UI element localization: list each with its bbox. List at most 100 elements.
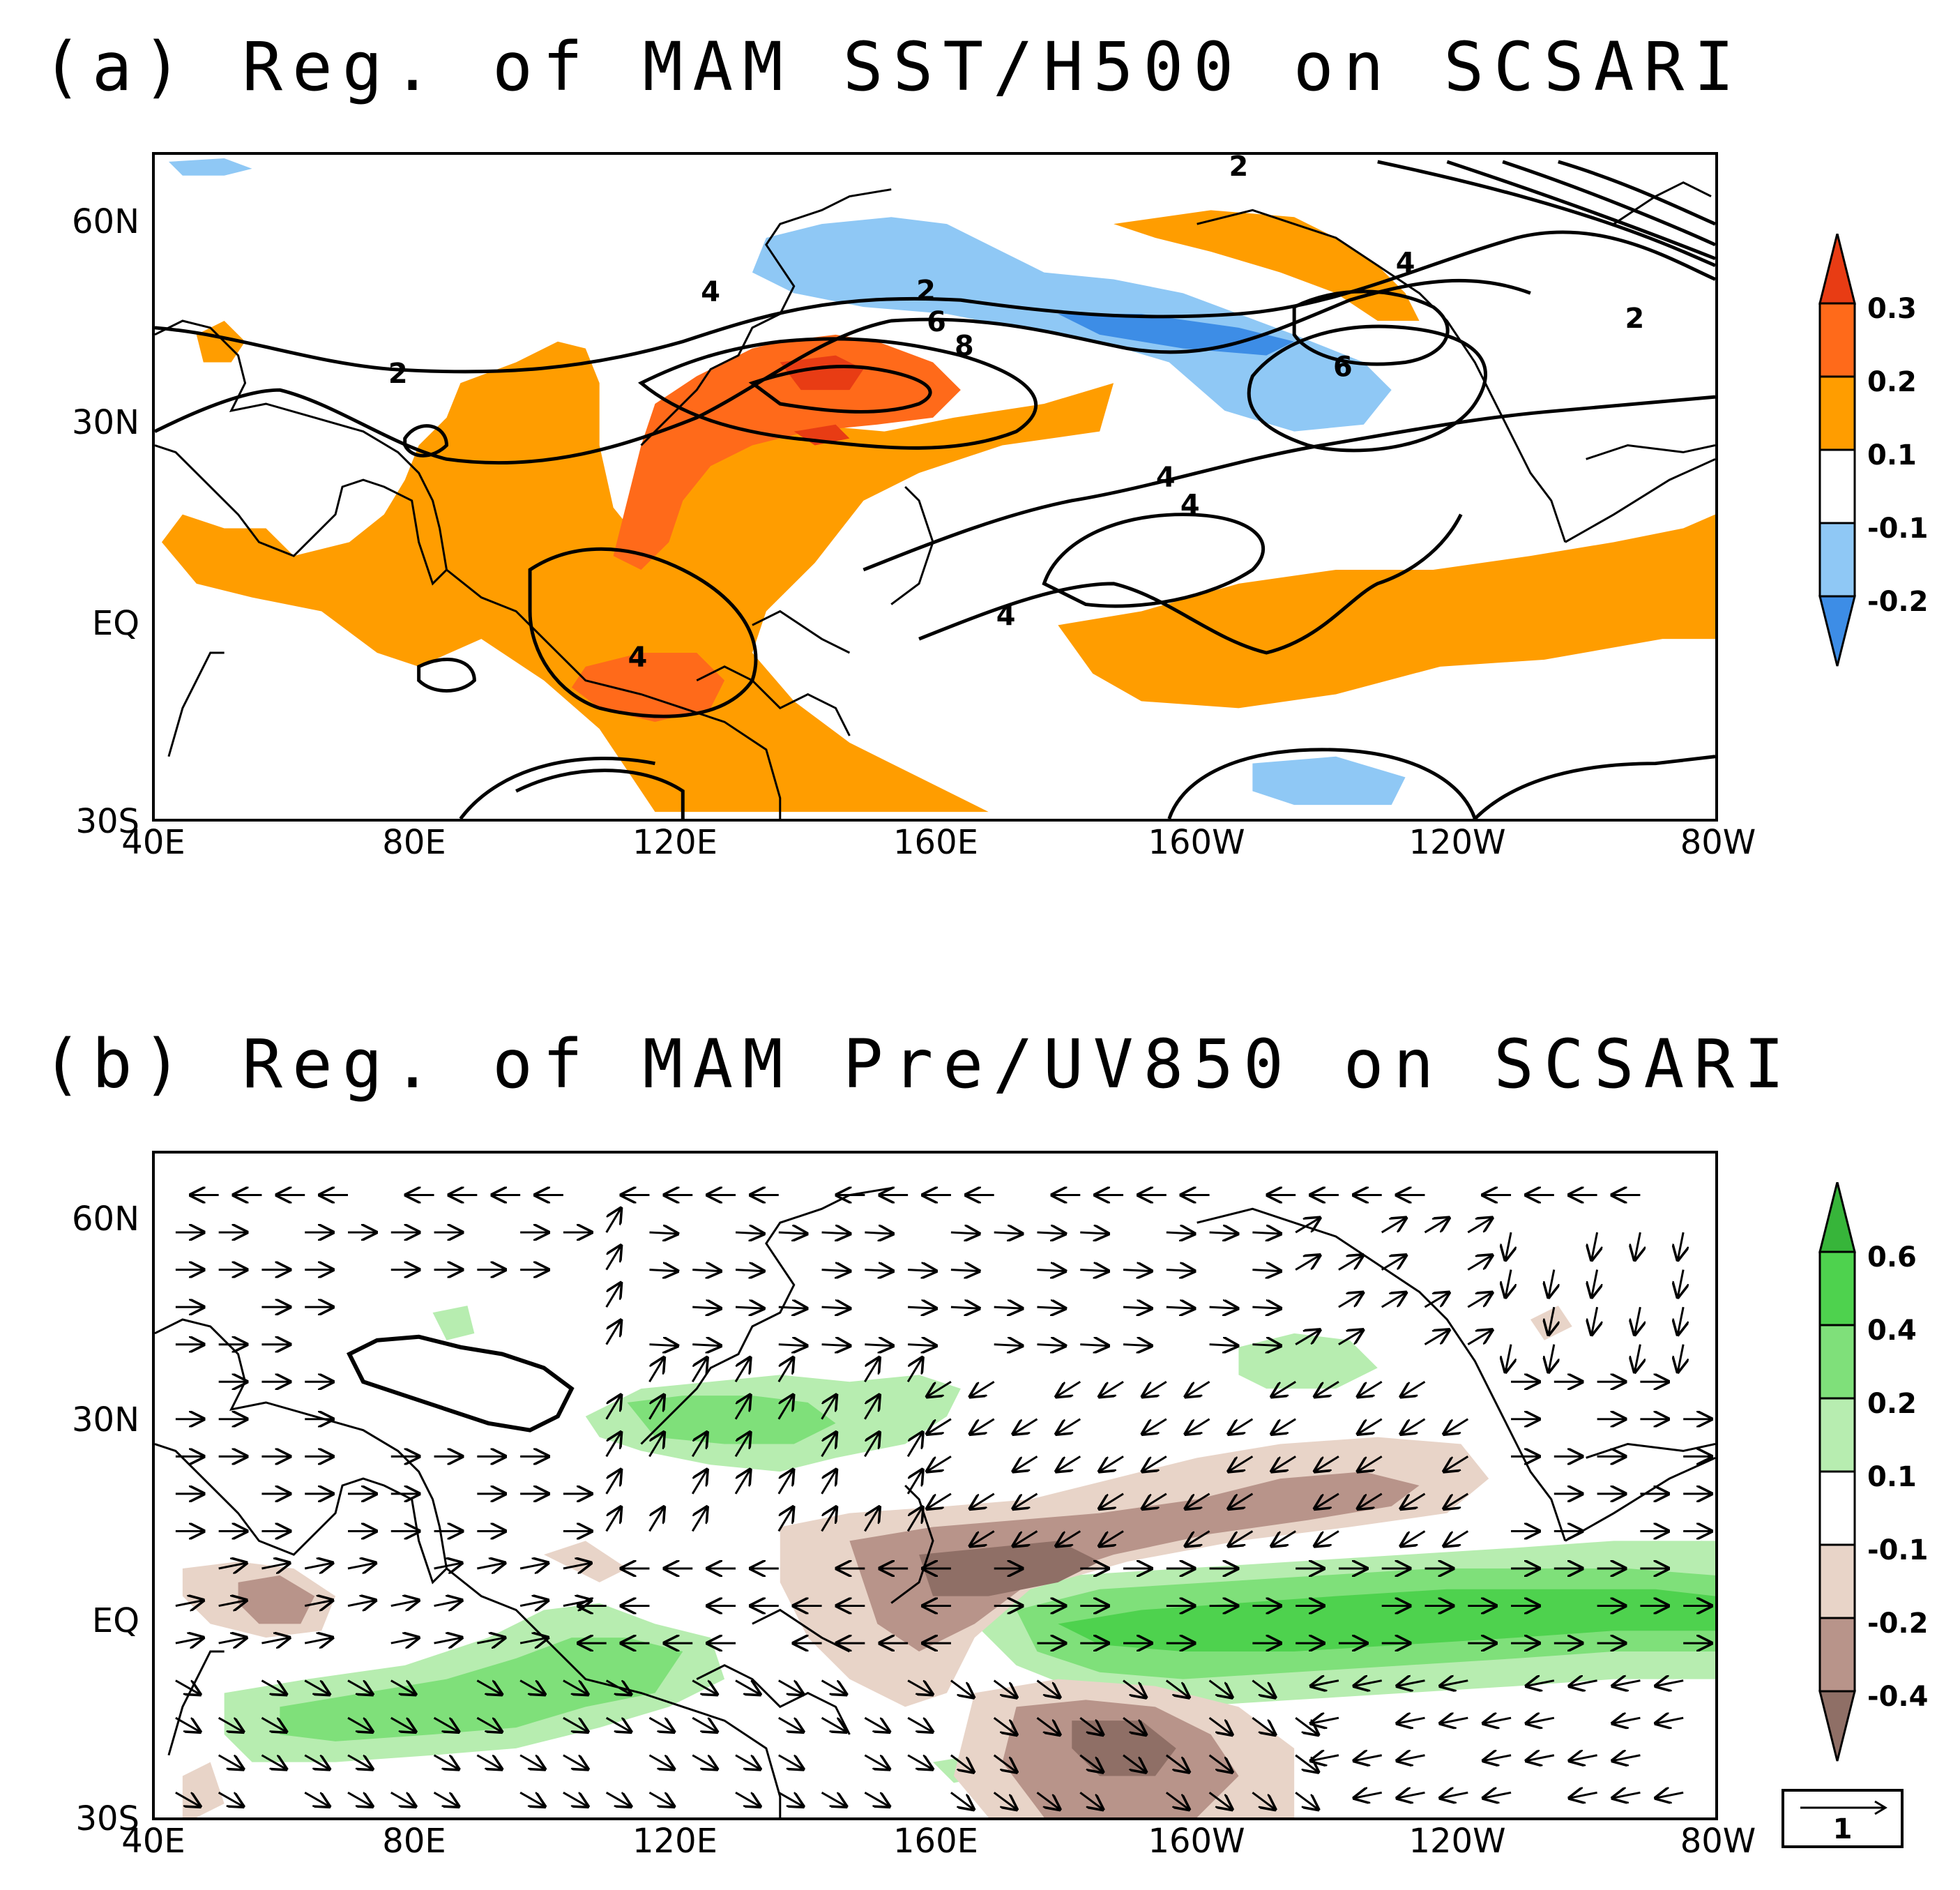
wind-vector-arrow (1209, 1307, 1238, 1308)
wind-vector-arrow (778, 1679, 803, 1695)
wind-vector-arrow (1252, 1307, 1280, 1308)
wind-vector-arrow (735, 1679, 760, 1695)
wind-vector-arrow (906, 1358, 922, 1383)
wind-vector-arrow (1014, 1418, 1038, 1434)
wind-vector-arrow (347, 1792, 372, 1806)
lat-label-eq: EQ (91, 604, 139, 643)
wind-vector-arrow (605, 1396, 621, 1420)
wind-vector-arrow (906, 1507, 922, 1532)
wind-vector-arrow (1252, 1232, 1280, 1234)
wind-vector-arrow (821, 1716, 846, 1732)
wind-vector-arrow (1549, 1344, 1554, 1372)
contour-label: 4 (701, 276, 720, 308)
wind-vector-arrow (304, 1754, 329, 1769)
wind-vector-arrow (908, 1345, 936, 1346)
wind-vector-arrow (519, 1679, 545, 1695)
wind-vector-arrow (648, 1432, 664, 1458)
wind-vector-arrow (993, 1792, 1017, 1809)
wind-vector-arrow (519, 1601, 547, 1606)
lon-label-120e: 120E (632, 823, 717, 862)
wind-vector-arrow (1252, 1270, 1280, 1271)
wind-vector-arrow (971, 1418, 995, 1434)
wind-vector-arrow (1401, 1380, 1426, 1396)
contour-label: 4 (1180, 490, 1200, 522)
wind-vector-arrow (1381, 1293, 1406, 1308)
wind-vector-arrow (734, 1470, 750, 1495)
wind-vector-arrow (692, 1307, 720, 1308)
wind-vector-arrow (519, 1563, 547, 1568)
wind-vector-arrow (347, 1754, 372, 1769)
wind-vector-arrow (1037, 1232, 1065, 1234)
wind-vector-arrow (950, 1754, 973, 1772)
wind-vector-arrow (1467, 1293, 1491, 1308)
wind-vector-arrow (950, 1232, 979, 1234)
wind-vector-arrow (218, 1638, 246, 1643)
wind-vector-arrow (907, 1679, 932, 1695)
wind-vector-arrow (865, 1232, 892, 1234)
wind-vector-arrow (1338, 1255, 1362, 1271)
wind-vector-arrow (1014, 1530, 1038, 1545)
wind-vector-arrow (1143, 1456, 1167, 1471)
wind-vector-arrow (734, 1432, 750, 1458)
wind-vector-arrow (1441, 1718, 1468, 1723)
lon-label-40e: 40E (121, 823, 185, 862)
wind-vector-arrow (734, 1396, 750, 1420)
wind-vector-arrow (390, 1601, 418, 1606)
wind-vector-arrow (1613, 1792, 1641, 1798)
wind-vector-arrow (1592, 1232, 1597, 1260)
wind-vector-arrow (1229, 1530, 1254, 1545)
wind-vector-arrow (1355, 1755, 1383, 1761)
wind-vector-arrow (1166, 1270, 1194, 1271)
wind-vector-arrow (1123, 1754, 1146, 1772)
cbar-b-label-neg0.2: -0.2 (1867, 1608, 1929, 1640)
wind-vector-arrow (692, 1270, 720, 1271)
panel-b-map (152, 1151, 1718, 1820)
wind-vector-arrow (1358, 1418, 1383, 1434)
wind-vector-arrow (476, 1679, 501, 1695)
wind-vector-arrow (563, 1754, 588, 1769)
wind-vector-arrow (1165, 1754, 1189, 1772)
wind-vector-arrow (304, 1792, 329, 1806)
wind-vector-arrow (605, 1283, 621, 1308)
wind-vector-arrow (261, 1563, 289, 1568)
wind-vector-arrow (1208, 1754, 1232, 1772)
lon-label-160e-b: 160E (893, 1822, 978, 1861)
wind-vector-arrow (1484, 1718, 1512, 1723)
wind-vector-arrow (1100, 1492, 1124, 1509)
lat-label-30n-b: 30N (72, 1400, 139, 1439)
wind-vector-arrow (691, 1507, 707, 1532)
cbar-b-label-0.2: 0.2 (1867, 1388, 1917, 1420)
wind-vector-arrow (1100, 1456, 1124, 1471)
wind-vector-arrow (390, 1792, 416, 1806)
wind-vector-arrow (390, 1638, 418, 1643)
wind-vector-arrow (1229, 1418, 1254, 1434)
wind-vector-arrow (1678, 1269, 1683, 1297)
wind-vector-arrow (777, 1358, 793, 1383)
lon-label-80e: 80E (382, 823, 446, 862)
wind-vector-arrow (927, 1418, 952, 1434)
wind-vector-arrow (1123, 1345, 1151, 1346)
wind-vector-arrow (778, 1232, 807, 1234)
wind-vector-arrow (1444, 1456, 1469, 1471)
wind-vector-arrow (971, 1380, 995, 1396)
wind-vector-arrow (563, 1716, 588, 1732)
wind-vector-arrow (777, 1507, 793, 1532)
wind-vector-arrow (1209, 1345, 1238, 1346)
wind-vector-arrow (1635, 1344, 1641, 1372)
wind-vector-arrow (390, 1716, 416, 1732)
wind-vector-arrow (1570, 1755, 1597, 1761)
lon-label-40e-b: 40E (121, 1822, 185, 1861)
wind-vector-arrow (304, 1563, 332, 1568)
wind-vectors (175, 1195, 1711, 1810)
wind-vector-arrow (605, 1246, 621, 1271)
contour-label: 4 (1396, 248, 1415, 280)
wind-vector-arrow (1056, 1418, 1081, 1434)
wind-vector-arrow (1295, 1754, 1318, 1772)
wind-vector-arrow (994, 1345, 1022, 1346)
wind-vector-arrow (1272, 1530, 1296, 1545)
wind-vector-arrow (1338, 1293, 1362, 1308)
wind-vector-arrow (347, 1716, 372, 1732)
lon-label-160w: 160W (1148, 823, 1245, 862)
wind-vector-arrow (649, 1345, 677, 1346)
contour-label: 8 (955, 331, 974, 363)
